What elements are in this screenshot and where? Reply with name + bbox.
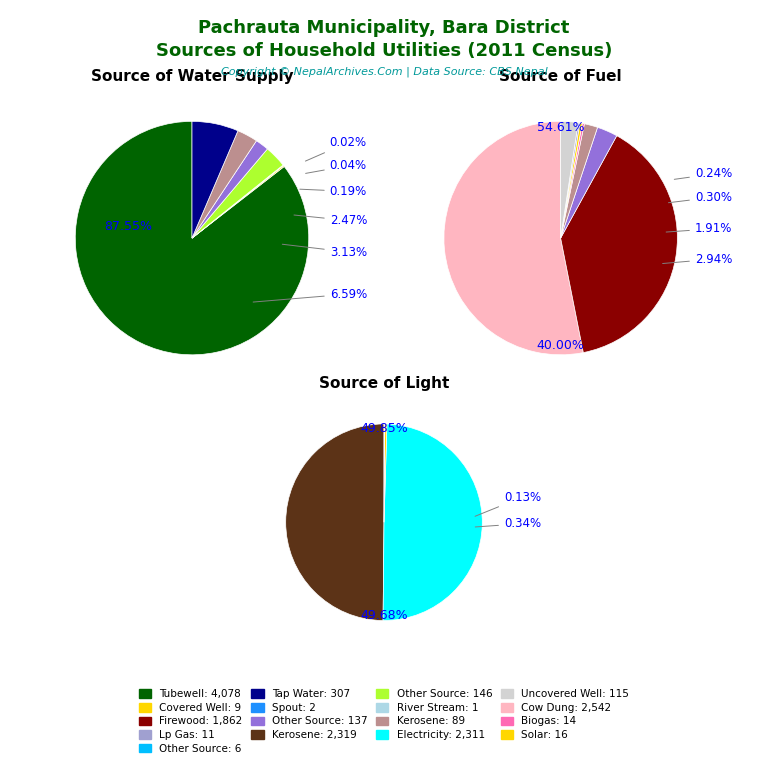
Wedge shape	[192, 165, 283, 238]
Text: 2.47%: 2.47%	[294, 214, 367, 227]
Wedge shape	[75, 121, 309, 355]
Wedge shape	[561, 124, 584, 238]
Text: Pachrauta Municipality, Bara District: Pachrauta Municipality, Bara District	[198, 19, 570, 37]
Title: Source of Fuel: Source of Fuel	[499, 69, 622, 84]
Wedge shape	[561, 127, 617, 238]
Title: Source of Light: Source of Light	[319, 376, 449, 391]
Wedge shape	[561, 123, 582, 238]
Wedge shape	[561, 136, 677, 353]
Text: 0.04%: 0.04%	[306, 159, 367, 174]
Wedge shape	[192, 131, 257, 238]
Wedge shape	[192, 121, 238, 238]
Wedge shape	[561, 124, 598, 238]
Text: Sources of Household Utilities (2011 Census): Sources of Household Utilities (2011 Cen…	[156, 42, 612, 60]
Wedge shape	[383, 424, 482, 621]
Title: Source of Water Supply: Source of Water Supply	[91, 69, 293, 84]
Wedge shape	[192, 165, 283, 238]
Wedge shape	[286, 424, 384, 621]
Wedge shape	[192, 141, 267, 238]
Wedge shape	[384, 424, 385, 522]
Text: 54.61%: 54.61%	[537, 121, 584, 134]
Wedge shape	[384, 424, 387, 522]
Wedge shape	[444, 121, 584, 355]
Wedge shape	[561, 123, 580, 238]
Text: 49.85%: 49.85%	[360, 422, 408, 435]
Text: 87.55%: 87.55%	[104, 220, 152, 233]
Text: 0.19%: 0.19%	[300, 185, 367, 198]
Text: 40.00%: 40.00%	[537, 339, 584, 352]
Text: 2.94%: 2.94%	[663, 253, 732, 266]
Wedge shape	[192, 149, 283, 238]
Text: 0.24%: 0.24%	[674, 167, 732, 180]
Text: Copyright © NepalArchives.Com | Data Source: CBS Nepal: Copyright © NepalArchives.Com | Data Sou…	[220, 67, 548, 78]
Text: 0.02%: 0.02%	[306, 136, 367, 161]
Text: 6.59%: 6.59%	[253, 287, 367, 302]
Text: 49.68%: 49.68%	[360, 609, 408, 622]
Legend: Tubewell: 4,078, Covered Well: 9, Firewood: 1,862, Lp Gas: 11, Other Source: 6, : Tubewell: 4,078, Covered Well: 9, Firewo…	[134, 684, 634, 759]
Text: 0.30%: 0.30%	[668, 190, 732, 204]
Text: 1.91%: 1.91%	[666, 222, 732, 235]
Text: 0.34%: 0.34%	[475, 517, 541, 530]
Text: 0.13%: 0.13%	[475, 491, 541, 516]
Wedge shape	[561, 121, 578, 238]
Wedge shape	[192, 165, 284, 238]
Text: 3.13%: 3.13%	[283, 244, 367, 259]
